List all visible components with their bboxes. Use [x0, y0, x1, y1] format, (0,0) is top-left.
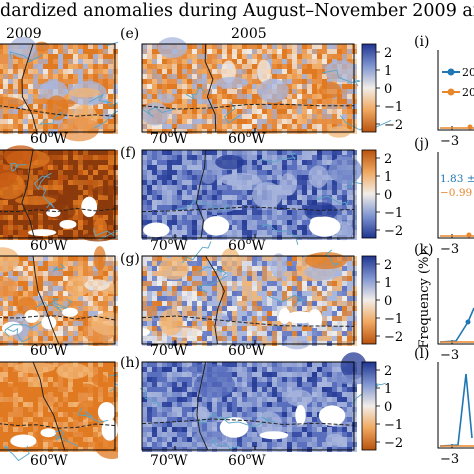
middle-xtick-label: 60oW [228, 130, 266, 147]
colorbar-1: 2 1 0 −1 −2 [361, 43, 403, 133]
frequency-ylabel: Frequency (%) [417, 252, 432, 349]
middle-xtick-label: 70oW [150, 237, 188, 254]
right-xtick-label: −3 [440, 452, 459, 467]
colorbar-tick-label: −2 [384, 436, 403, 451]
left-xtick-1: 60oW [30, 130, 68, 147]
panel-label-l: (l) [414, 346, 429, 362]
colorbar-tick-label: −2 [384, 330, 403, 345]
panel-label-f: (f) [120, 145, 136, 161]
panel-label-k: (k) [414, 242, 433, 258]
middle-map-4 [139, 352, 386, 452]
panel-label-i: (i) [414, 34, 429, 50]
left-xtick-3: 60oW [30, 342, 68, 359]
colorbar-tick-label: −1 [384, 100, 403, 115]
stat-annotation: −0.99 ± 0 [440, 187, 474, 199]
middle-xtick-label: 70oW [150, 452, 188, 469]
colorbar-tick-label: 1 [384, 276, 392, 291]
left-map-4 [0, 361, 118, 462]
colorbar-tick-label: 0 [384, 188, 392, 203]
stat-annotation: 1.83 ± 0.0 [440, 173, 474, 185]
middle-map-2 [141, 149, 370, 245]
legend-entry: 20 [462, 66, 474, 79]
right-xtick-label: −3 [440, 348, 459, 363]
frequency-plot-3: (k) −3 [414, 242, 474, 363]
colorbar-tick-label: −1 [384, 312, 403, 327]
middle-map-column [135, 37, 392, 452]
colorbar-tick-label: −2 [384, 224, 403, 239]
left-map-column [0, 36, 118, 462]
middle-map-3 [135, 241, 357, 350]
right-xtick-label: −3 [440, 134, 459, 149]
colorbar-tick-label: 0 [384, 294, 392, 309]
left-map-3 [0, 245, 118, 346]
middle-xtick-labels: 70oW 60oW 70oW 60oW 70oW 60oW 70oW 60oW [150, 130, 266, 469]
panel-label-j: (j) [414, 136, 429, 152]
panel-label-e: (e) [120, 26, 139, 42]
middle-xtick-label: 70oW [150, 342, 188, 359]
left-column-header: 2009 [6, 26, 42, 42]
legend-entry: 20 [462, 86, 474, 99]
left-xtick-2: 60oW [30, 237, 68, 254]
right-xtick-label: −3 [440, 242, 459, 257]
colorbar-column: 2 1 0 −1 −2 2 1 0 −1 −2 2 1 0 −1 −2 2 1 0 −1 −2 [361, 43, 403, 451]
left-xtick-4: 60oW [30, 452, 68, 469]
middle-xtick-label: 60oW [228, 452, 266, 469]
colorbar-tick-label: 2 [384, 364, 392, 379]
middle-column-header: 2005 [231, 26, 267, 42]
colorbar-tick-label: 2 [384, 258, 392, 273]
middle-map-1 [141, 37, 392, 138]
colorbar-tick-label: −1 [384, 418, 403, 433]
colorbar-tick-label: 2 [384, 46, 392, 61]
frequency-plot-4: (l) −3 [414, 346, 474, 467]
colorbar-tick-label: 0 [384, 400, 392, 415]
middle-xtick-label: 60oW [228, 342, 266, 359]
frequency-plot-2: (j) −3 1.83 ± 0.0 −0.99 ± 0 [414, 136, 474, 257]
colorbar-4: 2 1 0 −1 −2 [361, 361, 403, 451]
panel-label-h: (h) [120, 355, 140, 371]
colorbar-tick-label: −2 [384, 118, 403, 133]
colorbar-3: 2 1 0 −1 −2 [361, 255, 403, 345]
frequency-plot-1: (i) −3 20 20 [414, 34, 474, 149]
middle-xtick-label: 70oW [150, 130, 188, 147]
colorbar-tick-label: 2 [384, 152, 392, 167]
left-map-2 [0, 145, 118, 242]
colorbar-tick-label: 1 [384, 170, 392, 185]
panel-label-g: (g) [120, 251, 140, 267]
colorbar-tick-label: 1 [384, 64, 392, 79]
figure-title: dardized anomalies during August–Novembe… [0, 1, 474, 21]
left-map-1 [0, 36, 118, 142]
colorbar-tick-label: 1 [384, 382, 392, 397]
middle-xtick-label: 60oW [228, 237, 266, 254]
colorbar-2: 2 1 0 −1 −2 [361, 149, 403, 239]
colorbar-tick-label: −1 [384, 206, 403, 221]
colorbar-tick-label: 0 [384, 82, 392, 97]
